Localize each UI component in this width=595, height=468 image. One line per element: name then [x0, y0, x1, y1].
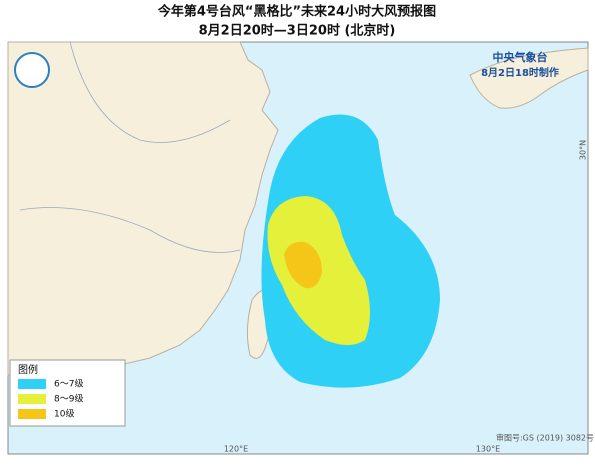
lon-label: 130°E [476, 445, 500, 454]
legend-label: 6～7级 [54, 378, 83, 390]
lon-label: 120°E [224, 445, 248, 454]
subtitle: 8月2日20时—3日20时 (北京时) [199, 23, 396, 39]
title: 今年第4号台风“黑格比”未来24小时大风预报图 [157, 4, 436, 20]
legend-title: 图例 [18, 363, 38, 376]
map-approval: 审图号:GS (2019) 3082号 [496, 433, 594, 443]
agency-logo [14, 52, 50, 88]
legend-label: 10级 [54, 408, 74, 420]
agency-name: 中央气象台 [493, 50, 548, 64]
legend-label: 8～9级 [54, 393, 83, 405]
lat-label: 30°N [579, 140, 588, 160]
legend-swatch [18, 409, 46, 419]
wind-zones [261, 114, 440, 388]
made-time: 8月2日18时制作 [481, 66, 559, 79]
legend: 图例 6～7级 8～9级 10级 [9, 359, 126, 427]
legend-swatch [18, 379, 46, 389]
legend-swatch [18, 394, 46, 404]
